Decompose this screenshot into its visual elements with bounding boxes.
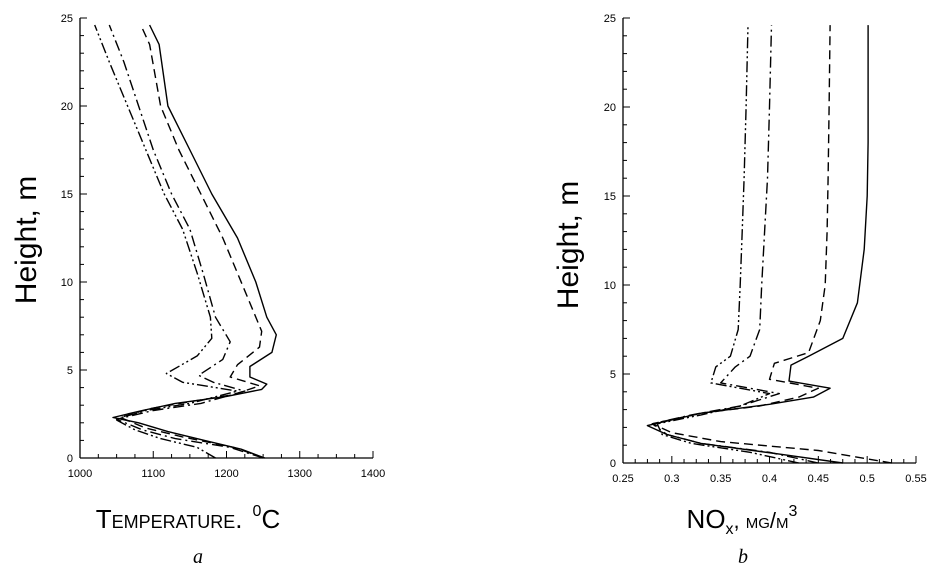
panel-a-plot: 0 5 10 15 20 25 1000 1100 1200 1300 1400	[61, 13, 385, 480]
series-line-dashdotdot	[94, 24, 239, 459]
panel-b-plot: 0 5 10 15 20 25 0.25 0.3 0.35 0.4 0.45 0.5 0.55	[604, 13, 927, 485]
x-tick-label: 0.3	[664, 473, 679, 485]
series-line-solid	[646, 25, 869, 464]
panel-b: 0 5 10 15 20 25 0.25 0.3 0.35 0.4 0.45 0.5 0.55 Heig…	[552, 13, 927, 568]
panel-b-xlabel-sub: x	[726, 521, 734, 538]
panel-a-label: a	[193, 546, 203, 568]
x-tick-label: 1200	[214, 468, 238, 480]
y-tick-label: 20	[604, 102, 616, 114]
panel-b-label: b	[738, 546, 748, 568]
y-tick-label: 10	[604, 280, 616, 292]
series-line-solid	[112, 24, 277, 459]
x-tick-label: 1400	[361, 468, 385, 480]
panel-b-ylabel: Height, m	[552, 181, 585, 309]
y-tick-label: 25	[61, 13, 73, 25]
x-tick-label: 0.55	[905, 473, 926, 485]
y-tick-label: 0	[610, 458, 616, 470]
series-line-dashed	[651, 25, 892, 464]
panel-a: 0 5 10 15 20 25 1000 1100 1200 1300 1400 Height, m…	[10, 13, 385, 568]
x-tick-label: 0.25	[612, 473, 633, 485]
panel-a-xlabel-unit: C	[261, 504, 280, 534]
panel-b-xlabel-unit: , mg/m	[734, 508, 789, 533]
panel-a-xlabel: Temperature. 0C	[96, 503, 280, 534]
x-tick-label: 1300	[288, 468, 312, 480]
y-tick-label: 5	[67, 365, 73, 377]
x-tick-label: 0.4	[762, 473, 777, 485]
panel-b-xlabel-sup: 3	[789, 503, 798, 520]
x-tick-label: 0.35	[710, 473, 731, 485]
y-tick-label: 25	[604, 13, 616, 25]
series-line-dashdot	[108, 24, 264, 459]
x-tick-label: 0.45	[808, 473, 829, 485]
y-tick-label: 10	[61, 277, 73, 289]
panel-b-xlabel: NOx, mg/m3	[687, 503, 798, 538]
y-tick-label: 5	[610, 369, 616, 381]
panel-a-xlabel-main: Temperature.	[96, 504, 243, 534]
y-tick-label: 15	[604, 191, 616, 203]
y-tick-label: 0	[67, 453, 73, 465]
x-tick-label: 0.5	[860, 473, 875, 485]
series-line-dashdotdot	[656, 25, 799, 464]
panel-a-xlabel-sup: 0	[253, 503, 262, 520]
x-tick-label: 1100	[141, 468, 165, 480]
series-line-dashed	[119, 24, 265, 459]
panel-b-xlabel-main: NO	[687, 504, 726, 534]
panel-a-ylabel: Height, m	[10, 176, 43, 304]
y-tick-label: 15	[61, 189, 73, 201]
series-line-dashdot	[651, 25, 819, 464]
x-tick-label: 1000	[68, 468, 92, 480]
y-tick-label: 20	[61, 101, 73, 113]
